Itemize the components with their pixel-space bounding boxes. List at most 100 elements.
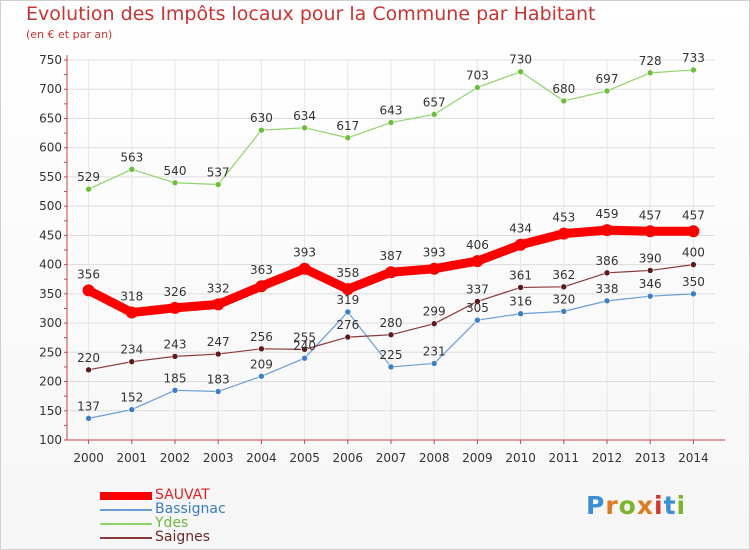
logo-letter: o	[618, 491, 637, 520]
data-label-ydes: 617	[336, 119, 359, 133]
data-label-sauvat: 459	[596, 207, 619, 221]
data-point-sauvat	[428, 262, 441, 275]
data-point-sauvat	[255, 280, 268, 293]
data-point-saignes	[128, 358, 136, 365]
data-label-saignes: 220	[77, 351, 100, 365]
data-label-saignes: 400	[682, 246, 705, 260]
data-label-saignes: 255	[293, 330, 316, 344]
legend-label-bassignac: Bassignac	[155, 501, 226, 517]
data-label-sauvat: 358	[336, 266, 359, 280]
legend-swatch-sauvat	[100, 492, 152, 500]
data-label-ydes: 529	[77, 170, 100, 184]
data-point-saignes	[603, 269, 611, 277]
data-point-bassignac	[474, 316, 481, 324]
data-label-saignes: 362	[552, 268, 575, 282]
y-tick-label: 650	[39, 111, 62, 125]
x-tick-label: 2002	[160, 451, 191, 465]
y-tick-label: 200	[39, 375, 62, 389]
logo-letter: i	[676, 491, 687, 520]
axes: 100 150 200 250 300 350 400 450 500 550 600 650 700 7…	[39, 53, 725, 465]
data-label-ydes: 697	[596, 72, 619, 86]
y-tick-label: 400	[39, 258, 62, 272]
data-label-ydes: 540	[164, 164, 187, 178]
data-label-ydes: 643	[380, 104, 403, 118]
x-tick-label: 2004	[246, 451, 277, 465]
data-label-ydes: 657	[423, 95, 446, 109]
data-point-sauvat	[687, 225, 700, 238]
data-point-bassignac	[344, 308, 352, 316]
legend-label-sauvat: SAUVAT	[155, 487, 210, 503]
x-tick-label: 2007	[376, 451, 407, 465]
data-point-saignes	[474, 298, 481, 305]
data-point-ydes	[344, 134, 352, 142]
data-label-ydes: 680	[552, 82, 575, 96]
data-point-ydes	[474, 84, 481, 91]
y-tick-label: 250	[39, 345, 62, 359]
data-label-sauvat: 318	[120, 290, 143, 304]
data-point-sauvat	[601, 224, 613, 237]
data-label-sauvat: 326	[164, 285, 187, 299]
logo-letter: i	[654, 491, 664, 520]
data-label-ydes: 733	[682, 51, 705, 65]
data-label-saignes: 361	[509, 268, 532, 282]
data-point-bassignac	[690, 290, 697, 298]
legend-swatch-ydes	[100, 523, 152, 525]
data-label-saignes: 234	[120, 343, 143, 357]
data-point-ydes	[128, 166, 136, 173]
y-tick-label: 100	[39, 433, 62, 447]
data-label-bassignac: 320	[552, 292, 575, 306]
y-tick-label: 350	[39, 287, 62, 301]
data-label-ydes: 537	[207, 166, 230, 180]
data-point-sauvat	[385, 266, 397, 279]
data-label-saignes: 280	[380, 316, 403, 330]
y-tick-label: 600	[39, 141, 62, 155]
data-point-sauvat	[169, 301, 181, 314]
logo-letter: P	[586, 491, 606, 520]
data-point-ydes	[301, 124, 308, 132]
data-label-sauvat: 457	[682, 208, 705, 222]
y-tick-label: 150	[39, 404, 62, 418]
data-point-saignes	[214, 350, 222, 358]
data-label-saignes: 276	[336, 318, 359, 332]
data-point-saignes	[301, 346, 308, 353]
y-tick-label: 700	[39, 82, 62, 96]
data-label-saignes: 386	[596, 254, 619, 268]
data-point-ydes	[387, 119, 395, 126]
data-point-saignes	[690, 261, 697, 268]
logo-letter: x	[636, 491, 654, 520]
data-point-ydes	[171, 179, 179, 187]
x-tick-label: 2005	[289, 451, 320, 465]
legend-swatch-saignes	[100, 537, 152, 539]
data-point-sauvat	[644, 225, 657, 238]
data-point-bassignac	[560, 308, 568, 315]
data-label-sauvat: 332	[207, 281, 230, 295]
data-point-saignes	[258, 345, 265, 353]
data-point-saignes	[171, 353, 179, 360]
y-tick-label: 550	[39, 170, 62, 184]
data-label-bassignac: 305	[466, 301, 489, 315]
data-label-sauvat: 457	[639, 208, 662, 222]
data-label-bassignac: 185	[164, 371, 187, 385]
data-label-bassignac: 183	[207, 372, 230, 386]
data-label-ydes: 703	[466, 68, 489, 82]
data-point-sauvat	[212, 298, 225, 311]
data-point-ydes	[646, 69, 654, 77]
data-point-bassignac	[603, 297, 611, 305]
x-tick-label: 2009	[462, 451, 493, 465]
data-label-sauvat: 453	[552, 211, 575, 225]
data-label-ydes: 730	[509, 53, 532, 67]
proxiti-logo: Proxiti	[586, 491, 686, 520]
data-label-saignes: 299	[423, 305, 446, 319]
y-tick-label: 750	[39, 53, 62, 67]
legend-label-ydes: Ydes	[155, 515, 189, 531]
legend-label-saignes: Saignes	[155, 529, 211, 545]
x-tick-label: 2000	[73, 451, 104, 465]
series-layer	[82, 66, 700, 422]
x-tick-label: 2011	[549, 451, 580, 465]
data-point-ydes	[430, 111, 438, 118]
data-label-saignes: 243	[164, 337, 187, 351]
data-label-saignes: 337	[466, 282, 489, 296]
data-label-saignes: 390	[639, 251, 662, 265]
data-label-sauvat: 434	[509, 222, 532, 236]
